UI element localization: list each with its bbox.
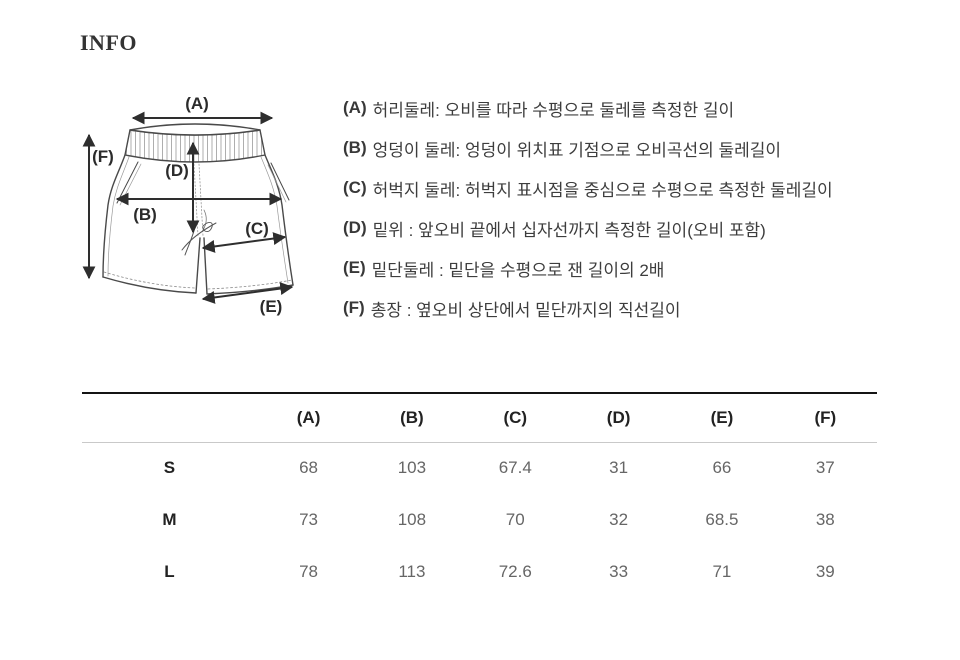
description-key: (F) [343,298,365,317]
description-line-a: (A) 허리둘레: 오비를 따라 수평으로 둘레를 측정한 길이 [343,88,913,128]
description-key: (B) [343,138,367,157]
table-cell: 37 [815,458,835,478]
size-label: M [162,510,177,529]
size-label: S [163,458,176,478]
diagram-label-d: (D) [165,161,189,180]
diagram-label-c: (C) [245,219,269,238]
description-key: (A) [343,98,367,117]
description-text: 밑위 : 앞오비 끝에서 십자선까지 측정한 길이(오비 포함) [372,220,766,240]
column-header-a: (A) [296,407,321,427]
size-column-header [82,393,257,442]
arrow-c-thigh [201,232,287,253]
table-cell: 38 [815,510,835,529]
table-cell: 68 [299,458,319,478]
table-cell: 31 [609,458,629,478]
table-cell: 78 [299,562,319,581]
column-header-c: (C) [503,407,528,427]
size-label: L [164,562,175,581]
table-cell: 113 [398,562,426,581]
description-text: 허벅지 둘레: 허벅지 표시점을 중심으로 수평으로 측정한 둘레길이 [372,180,833,200]
description-key: (E) [343,258,366,277]
description-line-f: (F) 총장 : 옆오비 상단에서 밑단까지의 직선길이 [343,288,913,328]
description-line-e: (E) 밑단둘레 : 밑단을 수평으로 잰 길이의 2배 [343,248,913,288]
table-cell: 39 [815,562,835,581]
table-cell: 72.6 [498,562,532,581]
table-cell: 108 [397,510,427,529]
table-cell: 73 [299,510,319,529]
description-text: 엉덩이 둘레: 엉덩이 위치표 기점으로 오비곡선의 둘레길이 [372,140,782,160]
shorts-measurement-diagram: (A) (F) (D) (B) (C) (E) [75,90,325,322]
table-cell: 70 [505,510,525,529]
description-line-d: (D) 밑위 : 앞오비 끝에서 십자선까지 측정한 길이(오비 포함) [343,208,913,248]
column-header-d: (D) [606,407,631,427]
measurement-arrows [82,111,294,304]
size-table: (A) (B) (C) (D) (E) (F) S 68 103 67.4 31… [82,392,877,598]
diagram-label-a: (A) [185,94,209,113]
measurement-descriptions: (A) 허리둘레: 오비를 따라 수평으로 둘레를 측정한 길이 (B) 엉덩이… [343,88,913,328]
description-text: 허리둘레: 오비를 따라 수평으로 둘레를 측정한 길이 [372,100,735,120]
table-row-size-m: M 73 108 70 32 68.5 38 [82,494,877,546]
size-table-header-row: (A) (B) (C) (D) (E) (F) [82,393,877,442]
description-key: (C) [343,178,367,197]
description-text: 밑단둘레 : 밑단을 수평으로 잰 길이의 2배 [371,260,665,280]
diagram-label-b: (B) [133,205,157,224]
column-header-b: (B) [400,407,424,427]
diagram-label-e: (E) [260,297,283,316]
shorts-diagram-svg: (A) (F) (D) (B) (C) (E) [82,94,294,316]
description-key: (D) [343,218,367,237]
table-cell: 103 [397,458,427,478]
table-cell: 33 [609,562,629,581]
table-row-size-s: S 68 103 67.4 31 66 37 [82,442,877,494]
arrow-e-hem [201,282,294,304]
description-line-b: (B) 엉덩이 둘레: 엉덩이 위치표 기점으로 오비곡선의 둘레길이 [343,128,913,168]
table-cell: 66 [712,458,732,478]
table-row-size-l: L 78 113 72.6 33 71 39 [82,546,877,598]
table-cell: 67.4 [498,458,532,478]
description-text: 총장 : 옆오비 상단에서 밑단까지의 직선길이 [370,300,681,320]
table-cell: 68.5 [705,510,739,529]
diagram-label-f: (F) [92,147,114,166]
column-header-f: (F) [814,407,837,427]
shorts-outline [102,123,294,295]
description-line-c: (C) 허벅지 둘레: 허벅지 표시점을 중심으로 수평으로 측정한 둘레길이 [343,168,913,208]
column-header-e: (E) [710,407,734,427]
table-cell: 32 [609,510,629,529]
table-cell: 71 [712,562,732,581]
page-title: INFO [80,30,137,55]
